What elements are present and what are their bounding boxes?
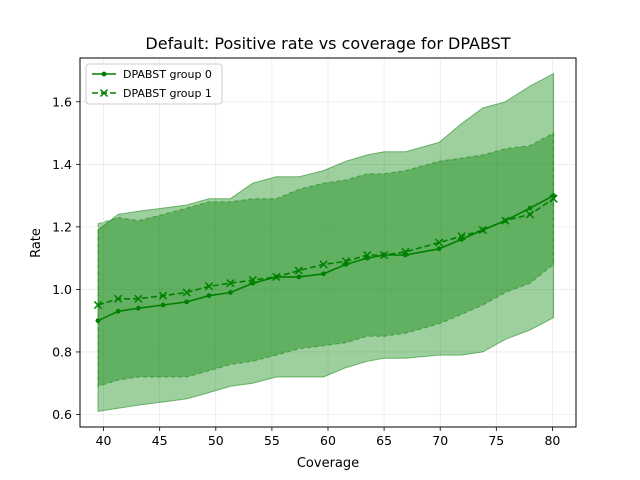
data-point-group-0 xyxy=(227,290,233,295)
legend-label-group-1: DPABST group 1 xyxy=(123,87,212,100)
y-tick-label: 1.4 xyxy=(52,157,72,172)
data-point-group-1 xyxy=(401,247,410,257)
data-point-group-0 xyxy=(321,271,326,277)
y-tick-label: 1.6 xyxy=(52,94,72,109)
chart-title: Default: Positive rate vs coverage for D… xyxy=(145,34,510,53)
y-tick-label: 0.8 xyxy=(52,344,72,359)
data-point-group-1 xyxy=(341,257,351,266)
data-point-group-0 xyxy=(160,302,166,308)
data-point-group-1 xyxy=(501,216,510,225)
y-tick-label: 1.0 xyxy=(52,282,72,297)
confidence-bands xyxy=(97,72,555,412)
data-point-group-0 xyxy=(135,305,141,311)
data-point-group-1 xyxy=(434,238,444,247)
data-point-group-1 xyxy=(114,294,123,303)
x-tick-label: 55 xyxy=(264,433,280,448)
data-point-group-1 xyxy=(182,288,191,297)
confidence-band-group-1 xyxy=(97,132,555,387)
data-point-group-1 xyxy=(478,225,487,235)
y-axis-label: Rate xyxy=(29,228,44,258)
data-point-group-1 xyxy=(457,232,466,241)
x-tick-label: 45 xyxy=(152,433,168,448)
data-point-group-1 xyxy=(248,275,257,285)
confidence-band-group-0 xyxy=(97,72,555,412)
data-point-group-1 xyxy=(319,260,328,269)
x-tick-label: 70 xyxy=(432,433,448,448)
x-tick-label: 75 xyxy=(488,433,504,448)
data-point-group-1 xyxy=(134,294,143,303)
data-point-group-1 xyxy=(204,282,214,291)
legend-box xyxy=(85,63,223,105)
x-axis-ticks: 40 45 50 55 60 65 70 75 80 xyxy=(96,427,560,448)
data-point-group-1 xyxy=(272,272,281,282)
x-tick-label: 80 xyxy=(544,433,560,448)
data-point-group-1 xyxy=(363,250,372,260)
x-tick-label: 50 xyxy=(208,433,224,448)
x-tick-label: 60 xyxy=(320,433,336,448)
data-point-group-1 xyxy=(158,291,168,300)
data-point-group-1 xyxy=(525,210,535,219)
y-tick-label: 1.2 xyxy=(52,219,72,234)
data-point-group-1 xyxy=(294,266,303,275)
legend-marker-x xyxy=(99,88,109,98)
legend: DPABST group 0 DPABST group 1 xyxy=(85,63,223,105)
x-tick-label: 40 xyxy=(96,433,112,448)
series-lines xyxy=(93,193,558,324)
legend-entry-group-0: DPABST group 0 xyxy=(92,68,212,81)
grid xyxy=(80,58,576,427)
data-point-group-0 xyxy=(184,299,190,305)
y-axis-ticks: 0.6 0.8 1.0 1.2 1.4 1.6 xyxy=(52,94,80,422)
data-point-group-0 xyxy=(436,246,442,252)
legend-marker-dot xyxy=(101,71,107,77)
data-point-group-1 xyxy=(549,194,558,203)
x-tick-label: 65 xyxy=(376,433,392,448)
data-point-group-0 xyxy=(527,205,533,211)
legend-label-group-0: DPABST group 0 xyxy=(123,68,212,81)
data-point-group-0 xyxy=(296,274,302,280)
data-point-group-0 xyxy=(115,308,121,314)
legend-entry-group-1: DPABST group 1 xyxy=(92,87,212,100)
y-tick-label: 0.6 xyxy=(52,407,72,422)
data-point-group-0 xyxy=(206,293,212,299)
data-point-group-0 xyxy=(95,318,101,324)
data-point-group-1 xyxy=(379,250,389,260)
x-axis-label: Coverage xyxy=(297,456,359,471)
data-point-group-1 xyxy=(93,300,103,310)
data-point-group-1 xyxy=(226,279,235,288)
